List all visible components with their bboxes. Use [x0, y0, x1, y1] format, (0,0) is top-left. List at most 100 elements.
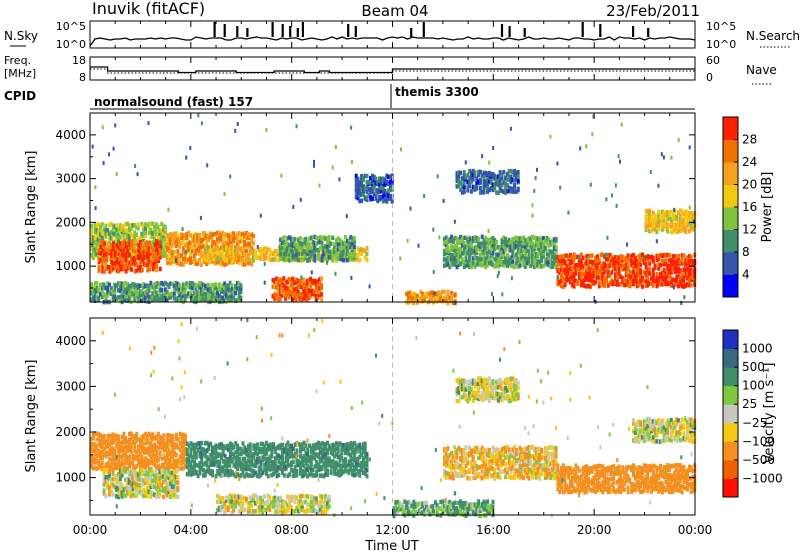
power-cell: [477, 169, 481, 175]
velocity-cell: [120, 490, 124, 496]
power-cell: [147, 294, 151, 299]
power-cell: [487, 187, 491, 193]
velocity-cell: [174, 452, 178, 458]
power-cell: [648, 281, 652, 286]
power-scatter-cell: [487, 229, 490, 233]
power-cell: [131, 248, 135, 254]
power-cell: [687, 262, 691, 268]
velocity-cell: [102, 440, 106, 445]
power-cell: [217, 293, 221, 299]
power-cell: [241, 257, 245, 262]
velocity-cell: [115, 465, 119, 471]
power-cell: [689, 220, 693, 226]
power-cell: [342, 244, 346, 250]
power-cell: [142, 241, 146, 246]
velocity-cell: [135, 477, 138, 482]
power-cell: [95, 281, 99, 286]
power-cell: [511, 177, 515, 182]
velocity-cell: [126, 480, 129, 485]
velocity-cell: [331, 464, 335, 469]
velocity-cell: [194, 451, 198, 456]
velocity-cell: [250, 509, 254, 515]
power-scatter-cell: [605, 252, 608, 257]
power-cell: [273, 257, 277, 262]
velocity-cell: [128, 464, 131, 469]
power-cell: [597, 283, 601, 289]
power-cell: [309, 250, 313, 256]
velocity-cell: [214, 443, 218, 448]
power-cell: [219, 237, 223, 242]
power-cell: [167, 249, 171, 254]
power-cell: [541, 263, 545, 269]
power-cell: [502, 189, 506, 195]
power-cell: [279, 237, 283, 243]
velocity-cell: [138, 444, 142, 450]
power-scatter-cell: [350, 275, 353, 280]
power-cell: [307, 236, 311, 242]
power-cell: [239, 251, 243, 257]
power-cell: [525, 237, 529, 243]
velocity-cell: [448, 460, 452, 465]
velocity-cell: [113, 484, 117, 490]
power-cell: [113, 231, 117, 237]
power-cell: [493, 181, 497, 187]
power-cell: [378, 189, 382, 194]
power-cell: [484, 183, 488, 189]
power-cell: [158, 282, 162, 287]
power-cell: [228, 297, 232, 303]
velocity-cell: [120, 440, 124, 445]
power-cell: [464, 175, 468, 180]
velocity-cell: [193, 450, 196, 455]
power-cell: [585, 261, 589, 266]
power-cell: [291, 236, 295, 242]
power-cell: [502, 243, 506, 248]
power-cell: [644, 214, 648, 219]
power-cell: [446, 289, 450, 294]
power-cell: [678, 268, 682, 273]
power-scatter-cell: [438, 235, 441, 240]
velocity-cell: [257, 505, 261, 510]
velocity-cell: [245, 460, 249, 466]
power-cell: [157, 243, 160, 248]
power-cell: [280, 236, 284, 242]
velocity-cell: [324, 459, 328, 465]
velocity-cell: [198, 453, 202, 459]
power-cell: [596, 258, 599, 264]
power-cell: [684, 283, 688, 289]
power-cell: [513, 254, 517, 259]
velocity-cell: [315, 442, 319, 447]
velocity-cell: [462, 447, 466, 453]
velocity-cell: [138, 438, 142, 443]
power-cell: [504, 262, 508, 267]
power-cell: [93, 247, 97, 252]
power-cell: [486, 245, 490, 250]
velocity-cell: [203, 461, 207, 466]
power-cell: [534, 252, 538, 257]
velocity-cell: [243, 507, 247, 513]
power-cell: [95, 223, 99, 229]
velocity-cell: [198, 471, 202, 476]
power-scatter-cell: [469, 237, 472, 242]
velocity-cell: [131, 434, 135, 439]
velocity-cell: [230, 510, 234, 516]
velocity-cell: [460, 455, 464, 460]
velocity-cell: [306, 459, 310, 464]
power-cell: [585, 254, 589, 259]
velocity-cell: [462, 467, 466, 472]
power-cell: [471, 184, 475, 190]
velocity-cell: [239, 451, 243, 457]
power-cell: [597, 275, 601, 280]
velocity-cell: [290, 460, 293, 466]
velocity-cell: [126, 491, 129, 496]
velocity-cell: [160, 440, 164, 445]
velocity-cell: [237, 462, 241, 468]
power-cell: [567, 262, 571, 267]
velocity-cell: [227, 443, 231, 449]
velocity-cell: [455, 451, 459, 456]
power-cell: [248, 241, 252, 247]
power-cell: [316, 256, 320, 261]
velocity-cell: [106, 450, 110, 456]
power-cell: [691, 259, 695, 264]
power-cell: [225, 258, 228, 263]
power-cell: [282, 235, 286, 240]
